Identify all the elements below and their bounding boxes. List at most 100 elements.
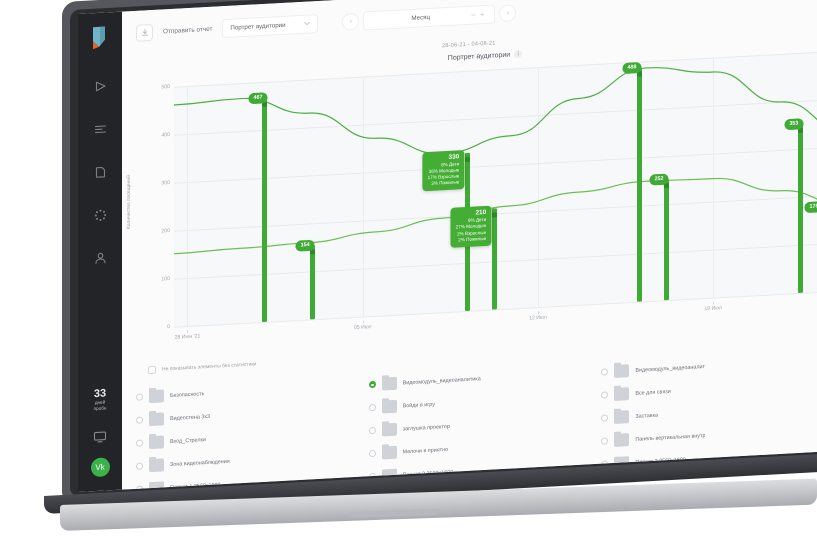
info-icon[interactable]: i: [514, 49, 523, 59]
y-tick-label: 100: [161, 276, 170, 283]
list-item-radio[interactable]: [136, 416, 143, 424]
chart-bar[interactable]: [663, 179, 669, 301]
sidebar-bottom-group: 33 дней пробн Vk: [78, 387, 122, 492]
chart-line-series: [174, 177, 817, 255]
y-tick-label: 500: [161, 84, 170, 91]
period-label: Месяц: [411, 13, 431, 22]
folder-icon: [614, 433, 630, 447]
x-tick-mark: [713, 301, 715, 305]
list-item-label: Заставка: [635, 412, 659, 420]
list-item-radio[interactable]: [136, 393, 143, 401]
chart-bar[interactable]: [491, 208, 497, 310]
y-tick-label: 200: [161, 228, 170, 235]
period-minus-button[interactable]: −: [471, 9, 476, 20]
tooltip-breakdown-row: 3% Пожилые: [431, 179, 460, 187]
x-tick-mark: [537, 311, 539, 315]
list-item-label: Видеостена 3х3: [170, 413, 211, 422]
y-axis-title: Количество посещений: [126, 174, 132, 230]
list-item-radio[interactable]: [368, 403, 376, 412]
folder-icon: [381, 399, 397, 414]
x-tick-label: 28 Июн '21: [174, 333, 201, 341]
list-item-label: Видеомодуль_видеоаналитика: [402, 375, 481, 386]
list-item-label: Панель вертикальная внутр: [635, 432, 706, 443]
trial-label-line2: пробн: [93, 405, 107, 412]
avatar[interactable]: Vk: [90, 457, 110, 478]
list-item-label: Вход_Стрелки: [170, 436, 206, 445]
list-item-label: Видеомодуль_видеоаналит: [635, 363, 705, 374]
plot-region: 467 154 488 252 353 178 330 8% Дети 36% Молодые 1…: [174, 50, 817, 328]
app-logo[interactable]: [89, 24, 111, 51]
period-selector[interactable]: Месяц − +: [363, 3, 496, 31]
left-sidebar: 33 дней пробн Vk: [78, 11, 122, 493]
chart-tooltip: 210 9% Дети 27% Молодые 2% Взрослые 2% Пожил…: [450, 205, 492, 248]
download-icon[interactable]: [136, 23, 153, 42]
hide-empty-checkbox[interactable]: [148, 365, 156, 375]
chart-bar[interactable]: [309, 245, 315, 320]
report-type-select[interactable]: Портрет аудитории: [222, 13, 319, 38]
chart-bar-handle[interactable]: [491, 212, 497, 218]
period-navigator: ‹ Месяц − + ›: [342, 3, 517, 31]
chart-value-badge: 178: [804, 200, 817, 213]
sidebar-item-play[interactable]: [87, 72, 113, 99]
chart-value-badge: 252: [649, 173, 669, 186]
application-window: 33 дней пробн Vk: [78, 0, 817, 493]
list-column: Безопасность Видеостена 3х3 Вход_Стрелки Зо…: [136, 373, 369, 490]
tooltip-breakdown-row: 2% Пожилые: [458, 235, 487, 243]
chart-bar-handle[interactable]: [464, 156, 470, 162]
list-item-radio[interactable]: [601, 391, 609, 399]
chart-area: Количество посещений 0 100 200 300 400 500 46…: [122, 50, 817, 361]
sidebar-item-list[interactable]: [87, 115, 113, 142]
y-tick-label: 400: [161, 132, 170, 139]
period-plus-button[interactable]: +: [479, 9, 485, 19]
hide-empty-label: Не показывать элементы без статистики: [162, 361, 257, 373]
send-report-label[interactable]: Отправить отчет: [163, 25, 213, 35]
x-tick-label: 19 Июл: [704, 305, 723, 313]
x-tick-mark: [362, 320, 364, 324]
report-type-value: Портрет аудитории: [230, 21, 286, 32]
list-item-radio[interactable]: [368, 449, 376, 458]
chart-curves: [174, 67, 817, 255]
sidebar-item-document[interactable]: [87, 158, 113, 185]
chart-title: Портрет аудитории: [447, 51, 511, 62]
list-item-radio[interactable]: [368, 380, 376, 389]
x-tick-label: 12 Июл: [529, 314, 547, 322]
y-axis-ticks: 0 100 200 300 400 500: [142, 84, 170, 330]
list-item-label: Мелочи в приятно: [402, 446, 449, 455]
list-item-label: Безопасность: [170, 390, 205, 399]
folder-icon: [614, 410, 630, 424]
prev-period-button[interactable]: ‹: [342, 12, 360, 31]
main-content: Отправить отчет Портрет аудитории ‹ Меся…: [122, 0, 817, 490]
folder-icon: [614, 364, 630, 378]
chart-bar[interactable]: [262, 97, 268, 322]
next-period-button[interactable]: ›: [499, 3, 517, 22]
sidebar-item-loading[interactable]: [87, 201, 113, 228]
chart-value-badge: 353: [784, 117, 804, 130]
folder-icon: [149, 389, 164, 404]
sidebar-item-user[interactable]: [87, 244, 113, 271]
list-item-radio[interactable]: [368, 426, 376, 435]
y-tick-label: 300: [161, 180, 170, 187]
monitor-icon[interactable]: [89, 425, 111, 448]
folder-icon: [614, 387, 630, 401]
list-item-radio[interactable]: [601, 368, 609, 376]
list-item-radio[interactable]: [601, 414, 609, 422]
list-item-radio[interactable]: [601, 437, 609, 445]
folder-icon: [381, 422, 397, 437]
chart-tooltip: 330 8% Дети 36% Молодые 17% Взрослые 3% Пожи…: [422, 149, 465, 192]
chart-value-badge: 488: [622, 61, 642, 74]
list-item-radio[interactable]: [136, 439, 143, 447]
x-tick-label: 05 Июл: [353, 324, 372, 332]
date-range-label: 28-06-21 - 04-08-21: [442, 40, 496, 50]
chart-line-series: [174, 67, 817, 155]
folder-icon: [149, 412, 164, 427]
chevron-down-icon: [304, 20, 311, 27]
chart-bar[interactable]: [798, 123, 804, 293]
folder-icon: [381, 445, 397, 460]
folder-icon: [149, 458, 164, 473]
toolbar: Отправить отчет Портрет аудитории ‹ Меся…: [122, 0, 817, 56]
list-item-radio[interactable]: [136, 462, 143, 470]
list-item-label: Войди в игру: [402, 401, 435, 409]
chart-bar[interactable]: [636, 67, 642, 302]
list-item-label: Все для связи: [635, 388, 671, 397]
